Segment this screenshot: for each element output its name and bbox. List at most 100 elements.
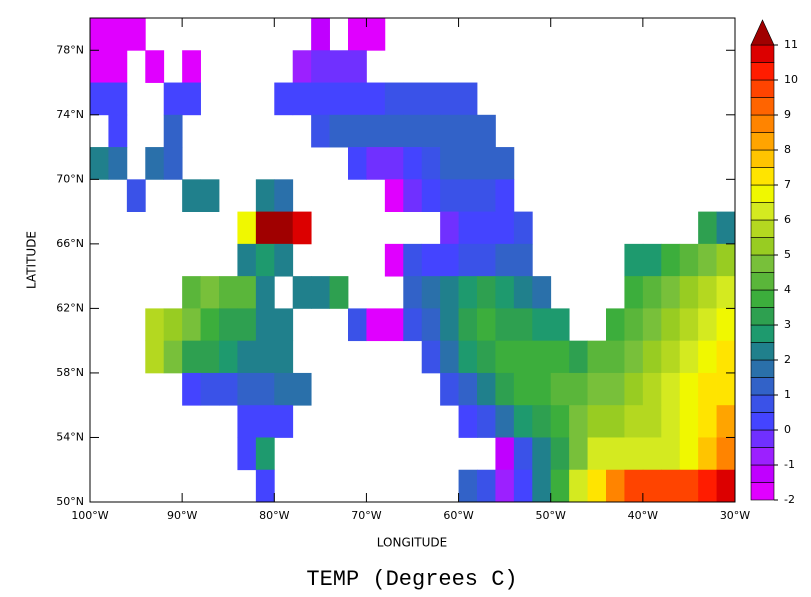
cell bbox=[255, 437, 275, 471]
colorbar-bin bbox=[750, 79, 775, 98]
cell bbox=[163, 82, 183, 116]
cell bbox=[219, 308, 238, 342]
cell bbox=[661, 276, 681, 309]
cell bbox=[274, 308, 294, 342]
cell bbox=[200, 340, 220, 374]
cell bbox=[403, 147, 423, 180]
cell bbox=[716, 308, 736, 342]
cell bbox=[679, 372, 699, 406]
cell bbox=[495, 179, 515, 212]
cell bbox=[219, 372, 238, 406]
cell bbox=[458, 276, 478, 309]
cell bbox=[698, 405, 717, 438]
cell bbox=[661, 308, 681, 342]
cell bbox=[532, 276, 552, 309]
x-tick-label: 80°W bbox=[259, 509, 289, 522]
cell bbox=[200, 179, 220, 212]
cell bbox=[274, 243, 294, 277]
cell bbox=[182, 82, 201, 116]
cell bbox=[90, 18, 109, 51]
cell bbox=[440, 179, 459, 212]
cell bbox=[661, 340, 681, 374]
cell bbox=[255, 179, 275, 212]
cell bbox=[550, 308, 570, 342]
colorbar-bin bbox=[750, 184, 775, 203]
cell bbox=[421, 179, 441, 212]
cell bbox=[440, 308, 459, 342]
cell bbox=[403, 243, 423, 277]
cell bbox=[274, 82, 294, 116]
y-tick-label: 54°N bbox=[56, 430, 84, 443]
x-tick-label: 90°W bbox=[167, 509, 197, 522]
cell bbox=[200, 372, 220, 406]
cell bbox=[182, 50, 201, 83]
cell bbox=[384, 82, 404, 116]
cell bbox=[348, 147, 367, 180]
colorbar-bin bbox=[750, 447, 775, 466]
cell bbox=[255, 243, 275, 277]
cell bbox=[458, 243, 478, 277]
colorbar-bin bbox=[750, 254, 775, 273]
cell bbox=[550, 340, 570, 374]
colorbar-bin bbox=[750, 464, 775, 483]
cell bbox=[348, 18, 367, 51]
cell bbox=[477, 147, 496, 180]
x-axis-label: LONGITUDE bbox=[377, 536, 447, 550]
cell bbox=[606, 405, 625, 438]
cell bbox=[624, 276, 644, 309]
cell bbox=[513, 211, 533, 245]
cell bbox=[716, 405, 736, 438]
cell bbox=[716, 437, 736, 471]
y-tick-label: 70°N bbox=[56, 172, 84, 185]
cell bbox=[661, 405, 681, 438]
cell bbox=[606, 372, 625, 406]
cell bbox=[477, 114, 496, 148]
cell bbox=[716, 340, 736, 374]
cell bbox=[403, 308, 423, 342]
cell bbox=[237, 308, 257, 342]
cell bbox=[477, 276, 496, 309]
cell bbox=[642, 469, 662, 503]
colorbar-tick-label: 7 bbox=[784, 178, 791, 191]
colorbar-tick-label: 1 bbox=[784, 388, 791, 401]
cell bbox=[569, 340, 588, 374]
cell bbox=[126, 18, 146, 51]
cell bbox=[421, 147, 441, 180]
cell bbox=[698, 340, 717, 374]
plot-frame bbox=[89, 17, 736, 503]
cell bbox=[292, 82, 312, 116]
cell bbox=[384, 114, 404, 148]
cell bbox=[716, 469, 736, 503]
cell bbox=[292, 276, 312, 309]
cell bbox=[311, 276, 330, 309]
x-tick-label: 30°W bbox=[720, 509, 750, 522]
cell bbox=[587, 372, 607, 406]
cell bbox=[477, 243, 496, 277]
cell bbox=[642, 437, 662, 471]
cell bbox=[384, 243, 404, 277]
cell bbox=[642, 243, 662, 277]
colorbar-bin bbox=[750, 324, 775, 343]
cell bbox=[532, 437, 552, 471]
colorbar-tick-label: 4 bbox=[784, 283, 791, 296]
cell bbox=[384, 308, 404, 342]
cell bbox=[642, 276, 662, 309]
cell bbox=[311, 18, 330, 51]
cell bbox=[421, 243, 441, 277]
cell bbox=[661, 372, 681, 406]
y-tick-label: 66°N bbox=[56, 237, 84, 250]
cell bbox=[108, 50, 128, 83]
cell bbox=[145, 50, 165, 83]
cell bbox=[440, 114, 459, 148]
cell bbox=[606, 469, 625, 503]
cell bbox=[237, 243, 257, 277]
cell bbox=[311, 82, 330, 116]
colorbar-bin bbox=[750, 289, 775, 308]
cell bbox=[403, 114, 423, 148]
cell bbox=[606, 437, 625, 471]
cell bbox=[292, 50, 312, 83]
cell bbox=[311, 50, 330, 83]
colorbar-bin bbox=[750, 394, 775, 413]
